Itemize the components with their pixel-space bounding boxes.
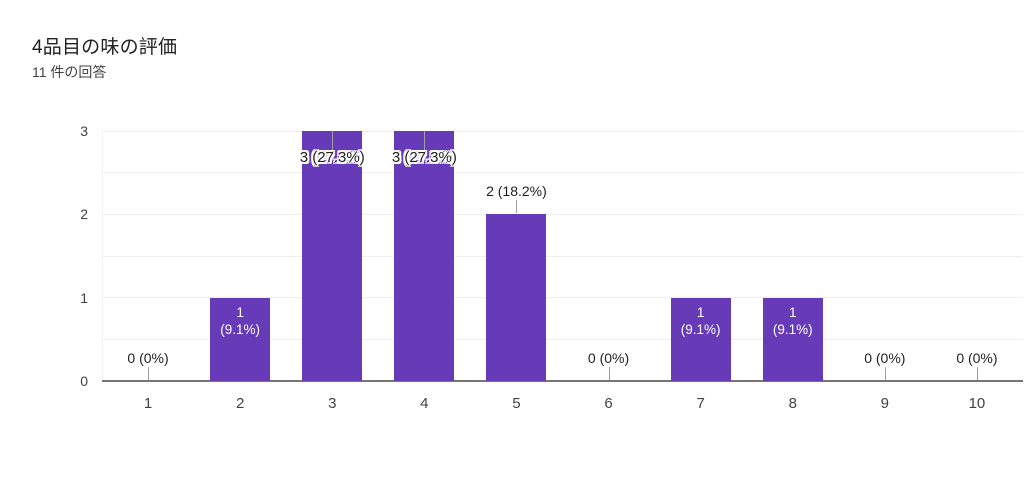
y-tick-label: 3 xyxy=(80,123,88,139)
x-tick-label: 10 xyxy=(968,395,986,412)
bar xyxy=(762,297,823,381)
bar-value-label: 1 (9.1%) xyxy=(772,304,813,337)
bar xyxy=(670,297,731,381)
x-tick-label: 7 xyxy=(696,395,705,412)
response-count: 11 件の回答 xyxy=(32,64,107,80)
label-connector xyxy=(424,131,426,152)
bar xyxy=(302,131,363,381)
y-gridline xyxy=(102,172,1023,174)
chart-title: 4品目の味の評価 xyxy=(32,37,178,58)
y-tick-label: 1 xyxy=(80,289,88,306)
x-tick-label: 4 xyxy=(420,395,429,412)
bar-value-label: 2 (18.2%) xyxy=(486,183,547,200)
x-tick-label: 3 xyxy=(328,395,337,412)
bar xyxy=(210,297,271,381)
label-connector xyxy=(884,367,886,380)
x-tick-label: 5 xyxy=(512,395,521,412)
x-axis-line xyxy=(102,380,1023,382)
label-connector xyxy=(332,131,334,152)
x-tick-label: 6 xyxy=(604,395,613,412)
x-tick-label: 9 xyxy=(880,395,890,412)
plot-left-edge xyxy=(102,131,103,381)
x-tick-label: 2 xyxy=(235,395,245,412)
y-gridline xyxy=(102,213,1023,215)
label-connector xyxy=(148,367,150,380)
label-connector xyxy=(976,367,978,380)
bar xyxy=(486,214,547,381)
bar-value-label: 0 (0%) xyxy=(864,350,906,366)
y-gridline xyxy=(102,338,1023,340)
plot-area: 0 1 2 3 1 0 (0%) 2 1 (9.1%) 3 3 (27.3%) 4 3 (27.3%)… xyxy=(80,123,1023,412)
y-gridline xyxy=(102,297,1023,299)
y-gridline xyxy=(102,130,1023,132)
bar-value-label: 3 (27.3%) xyxy=(299,149,365,166)
y-tick-label: 0 xyxy=(80,373,88,389)
bar-value-label: 1 (9.1%) xyxy=(680,304,721,337)
bar-value-label: 0 (0%) xyxy=(587,350,630,366)
bar-value-label: 3 (27.3%) xyxy=(391,149,457,166)
x-tick-label: 1 xyxy=(143,395,153,412)
x-tick-label: 8 xyxy=(788,395,797,412)
bar-value-label: 0 (0%) xyxy=(127,350,169,366)
bar-value-label: 0 (0%) xyxy=(956,350,998,366)
label-connector xyxy=(608,367,610,380)
label-connector xyxy=(516,200,518,214)
y-gridline xyxy=(102,255,1023,257)
bar xyxy=(394,131,455,381)
y-tick-label: 2 xyxy=(80,206,88,223)
bar-value-label: 1 (9.1%) xyxy=(220,304,261,337)
